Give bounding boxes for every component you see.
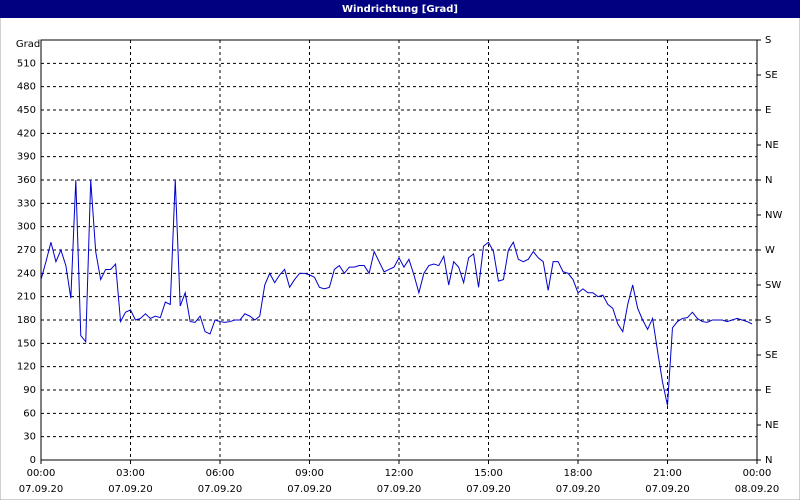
- y-tick-label: 210: [17, 292, 36, 303]
- x-tick-label: 18:00: [564, 468, 593, 479]
- x-tick-label: 15:00: [474, 468, 503, 479]
- x-tick-date: 07.09.20: [198, 484, 243, 495]
- y-tick-label: 90: [23, 385, 36, 396]
- x-tick-label: 00:00: [27, 468, 56, 479]
- x-tick-date: 07.09.20: [645, 484, 690, 495]
- title-bar: [0, 0, 800, 18]
- y2-tick-label: NE: [765, 420, 779, 431]
- x-tick-date: 07.09.20: [287, 484, 332, 495]
- y2-tick-label: E: [765, 105, 771, 116]
- y2-tick-label: S: [765, 315, 771, 326]
- x-tick-label: 06:00: [206, 468, 235, 479]
- y-tick-label: 390: [17, 152, 36, 163]
- y-tick-label: 270: [17, 245, 36, 256]
- y2-tick-label: N: [765, 455, 772, 466]
- x-tick-date: 07.09.20: [108, 484, 153, 495]
- x-tick-date: 07.09.20: [466, 484, 511, 495]
- y-axis-label: Grad: [16, 39, 40, 50]
- y-tick-label: 60: [23, 408, 36, 419]
- x-tick-date: 07.09.20: [556, 484, 601, 495]
- y-tick-label: 360: [17, 175, 36, 186]
- y2-tick-label: N: [765, 175, 772, 186]
- y-tick-label: 420: [17, 128, 36, 139]
- x-tick-date: 07.09.20: [377, 484, 422, 495]
- y-tick-label: 330: [17, 198, 36, 209]
- x-tick-label: 12:00: [385, 468, 414, 479]
- x-tick-date: 07.09.20: [19, 484, 64, 495]
- x-tick-label: 21:00: [653, 468, 682, 479]
- y2-tick-label: SE: [765, 350, 778, 361]
- y2-tick-label: S: [765, 35, 771, 46]
- y-tick-label: 510: [17, 58, 36, 69]
- y-tick-label: 150: [17, 338, 36, 349]
- y-tick-label: 300: [17, 222, 36, 233]
- y-tick-label: 0: [30, 455, 36, 466]
- x-tick-date: 08.09.20: [735, 484, 780, 495]
- y2-tick-label: SE: [765, 70, 778, 81]
- x-tick-label: 00:00: [743, 468, 772, 479]
- y-tick-label: 450: [17, 105, 36, 116]
- x-tick-label: 09:00: [295, 468, 324, 479]
- y2-tick-label: SW: [765, 280, 781, 291]
- y2-tick-label: E: [765, 385, 771, 396]
- x-tick-label: 03:00: [116, 468, 145, 479]
- chart-title: Windrichtung [Grad]: [342, 4, 458, 15]
- data-line: [40, 179, 753, 406]
- y2-tick-label: W: [765, 245, 775, 256]
- y-tick-label: 240: [17, 268, 36, 279]
- y-tick-label: 120: [17, 362, 36, 373]
- y2-tick-label: NW: [765, 210, 782, 221]
- y-tick-label: 30: [23, 432, 36, 443]
- y-tick-label: 180: [17, 315, 36, 326]
- y-tick-label: 480: [17, 82, 36, 93]
- y2-tick-label: NE: [765, 140, 779, 151]
